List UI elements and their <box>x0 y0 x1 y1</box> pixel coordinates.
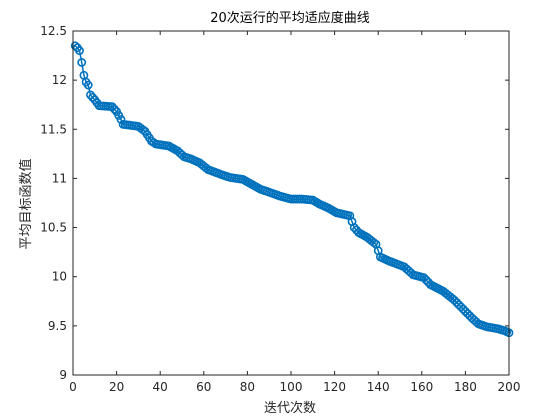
y-tick-label: 10 <box>52 270 67 284</box>
x-tick-label: 40 <box>153 380 168 394</box>
data-point <box>88 92 98 102</box>
y-tick-label: 9 <box>59 368 67 382</box>
x-tick-label: 100 <box>280 380 303 394</box>
x-tick-label: 0 <box>69 380 77 394</box>
y-axis-title: 平均目标函数值 <box>18 158 34 249</box>
data-point <box>463 309 472 318</box>
data-point <box>75 46 84 56</box>
data-point <box>201 163 211 173</box>
data-point <box>421 275 431 285</box>
x-tick-label: 200 <box>498 380 521 394</box>
data-point <box>116 115 126 124</box>
x-tick-label: 20 <box>109 380 124 394</box>
data-point <box>454 300 464 310</box>
data-point <box>460 306 470 316</box>
x-axis-title: 迭代次数 <box>264 400 316 416</box>
chart-title: 20次运行的平均适应度曲线 <box>210 10 370 26</box>
y-tick-label: 11.5 <box>40 122 67 136</box>
x-tick-label: 60 <box>196 380 211 394</box>
y-tick-label: 9.5 <box>48 319 67 333</box>
y-tick-label: 10.5 <box>40 221 67 235</box>
data-point <box>138 125 148 135</box>
data-point <box>450 295 459 305</box>
data-point <box>83 80 93 90</box>
data-point <box>419 273 429 283</box>
x-tick-label: 140 <box>367 380 390 394</box>
y-tick-label: 12 <box>52 73 67 87</box>
data-point <box>458 304 468 314</box>
data-point <box>110 104 119 114</box>
data-point <box>471 317 481 327</box>
data-point <box>107 102 117 112</box>
data-point <box>70 41 80 51</box>
x-tick-label: 120 <box>323 380 346 394</box>
data-point <box>349 223 359 232</box>
data-point <box>86 90 95 100</box>
y-tick-label: 12.5 <box>40 24 67 38</box>
data-point <box>77 58 87 67</box>
x-tick-label: 80 <box>240 380 255 394</box>
data-point <box>456 302 466 312</box>
data-point <box>452 298 462 307</box>
x-tick-label: 180 <box>454 380 477 394</box>
data-point <box>369 238 379 247</box>
data-point <box>177 150 187 160</box>
x-tick-label: 160 <box>410 380 433 394</box>
y-tick-label: 11 <box>52 171 67 185</box>
